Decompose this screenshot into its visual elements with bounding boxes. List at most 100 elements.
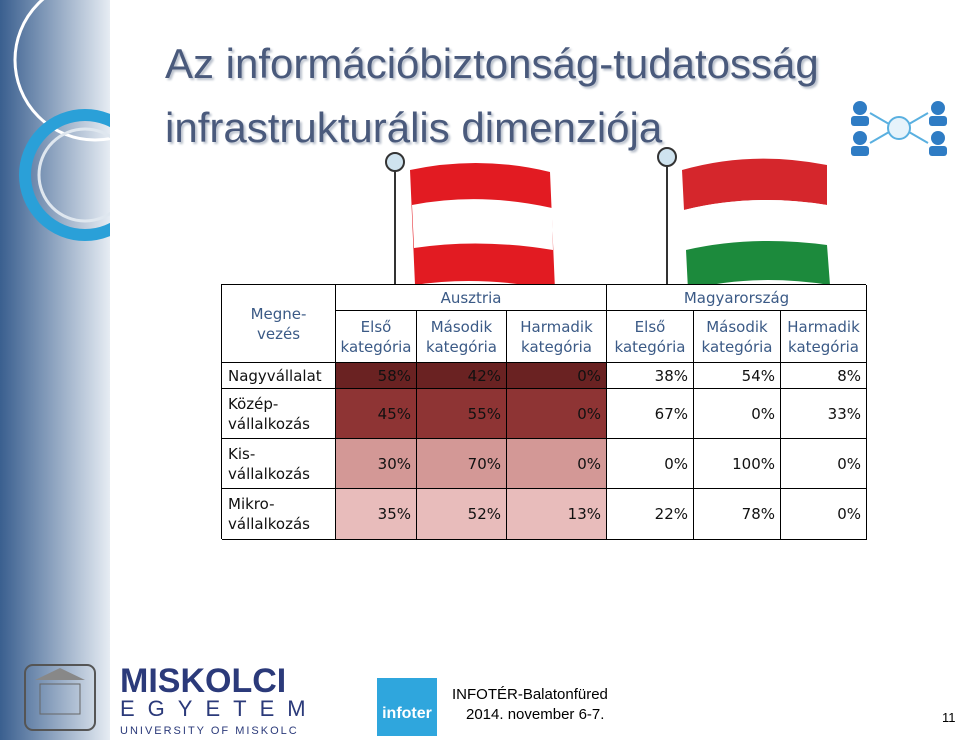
cell-text: 0% (837, 454, 861, 473)
value-cell: 33% (781, 389, 867, 439)
cell-text: Első (634, 317, 666, 336)
cell-text: 33% (827, 404, 861, 423)
university-name: MISKOLCI (120, 662, 286, 700)
value-cell: 22% (607, 489, 694, 540)
cell-text: Első (360, 317, 392, 336)
cell-text: kategória (614, 337, 686, 356)
cell-text: 0% (751, 404, 775, 423)
column-header: Második kategória (417, 311, 507, 363)
value-cell: 52% (417, 489, 507, 540)
cell-text: 58% (377, 366, 411, 385)
cell-text: kategória (426, 337, 497, 356)
cell-text: 100% (732, 454, 775, 473)
cell-text: 35% (377, 505, 411, 523)
column-header: Első kategória (607, 311, 694, 363)
value-cell: 0% (694, 389, 781, 439)
value-cell: 54% (694, 363, 781, 389)
event: INFOTÉR-Balatonfüred (452, 686, 608, 703)
cell-text: Nagyvállalat (228, 366, 322, 385)
value-cell: 35% (336, 489, 417, 540)
page-number: 11 (942, 710, 956, 725)
cell-text: vezés (256, 324, 301, 343)
column-header: Második kategória (694, 311, 781, 363)
date: 2014. november 6-7. (466, 706, 605, 723)
value-cell: 45% (336, 389, 417, 439)
value-cell: 0% (507, 363, 607, 389)
cell-text: kategória (701, 337, 773, 356)
value-cell: 100% (694, 439, 781, 489)
network-icon (851, 101, 947, 156)
corner-cell: Megne-vezés (222, 285, 336, 363)
title-line: Az információbiztonság-tudatosság (165, 40, 819, 87)
cell-text: 78% (741, 505, 775, 523)
cell-text: 54% (741, 366, 775, 385)
cell-text: 0% (577, 454, 601, 473)
data-table: Megne-vezés Ausztria Magyarország Első kateg… (221, 284, 867, 540)
sidebar (0, 0, 110, 740)
value-cell: 0% (507, 439, 607, 489)
value-cell: 38% (607, 363, 694, 389)
infoter-logo: infoter (377, 678, 437, 736)
flag-austria (385, 152, 555, 298)
cell-text: 70% (467, 454, 501, 473)
group-header: Magyarország (607, 285, 867, 311)
value-cell: 30% (336, 439, 417, 489)
cell-text: Ausztria (440, 288, 502, 307)
university-name: EGYETEM (120, 696, 305, 721)
value-cell: 78% (694, 489, 781, 540)
cell-text: 0% (577, 404, 601, 423)
column-header: Harmadik kategória (507, 311, 607, 363)
cell-text: 30% (377, 454, 411, 473)
cell-text: Megne- (250, 304, 307, 323)
value-cell: 58% (336, 363, 417, 389)
row-label: Kis-vállalkozás (222, 439, 336, 489)
cell-text: Harmadik (787, 317, 860, 336)
cell-text: 42% (467, 366, 501, 385)
cell-text: 13% (567, 505, 601, 523)
cell-text: Második (706, 317, 768, 336)
cell-text: 38% (654, 366, 688, 385)
flag-hungary (657, 147, 830, 293)
logo-text: infoter (382, 705, 432, 722)
value-cell: 70% (417, 439, 507, 489)
value-cell: 13% (507, 489, 607, 540)
group-header: Ausztria (336, 285, 607, 311)
title-line: infrastrukturális dimenziója (165, 104, 663, 151)
cell-text: 0% (664, 454, 688, 473)
cell-text: kategória (340, 337, 412, 356)
cell-text: 22% (654, 505, 688, 523)
cell-text: kategória (521, 337, 592, 356)
value-cell: 0% (507, 389, 607, 439)
value-cell: 0% (607, 439, 694, 489)
row-label: Közép-vállalkozás (222, 389, 336, 439)
value-cell: 0% (781, 439, 867, 489)
cell-text: 55% (467, 404, 501, 423)
cell-text: kategória (788, 337, 859, 356)
cell-text: 52% (467, 505, 501, 523)
column-header: Harmadik kategória (781, 311, 867, 363)
cell-text: Magyarország (683, 288, 790, 307)
cell-text: 8% (837, 366, 861, 385)
cell-text: 67% (654, 404, 688, 423)
cell-text: 0% (577, 366, 601, 385)
university-logo: MISKOLCI EGYETEM UNIVERSITY OF MISKOLC (24, 662, 305, 737)
cell-text: Közép- (228, 394, 279, 413)
cell-text: Mikro- (228, 495, 275, 513)
value-cell: 55% (417, 389, 507, 439)
value-cell: 0% (781, 489, 867, 540)
value-cell: 8% (781, 363, 867, 389)
column-header: Első kategória (336, 311, 417, 363)
cell-text: 45% (377, 404, 411, 423)
cell-text: vállalkozás (228, 515, 310, 533)
row-label: Mikro-vállalkozás (222, 489, 336, 540)
value-cell: 42% (417, 363, 507, 389)
cell-text: Második (430, 317, 493, 336)
cell-text: vállalkozás (228, 414, 310, 433)
cell-text: Harmadik (520, 317, 593, 336)
cell-text: vállalkozás (228, 464, 310, 483)
row-label: Nagyvállalat (222, 363, 336, 389)
cell-text: 0% (837, 505, 861, 523)
cell-text: Kis- (228, 444, 256, 463)
value-cell: 67% (607, 389, 694, 439)
